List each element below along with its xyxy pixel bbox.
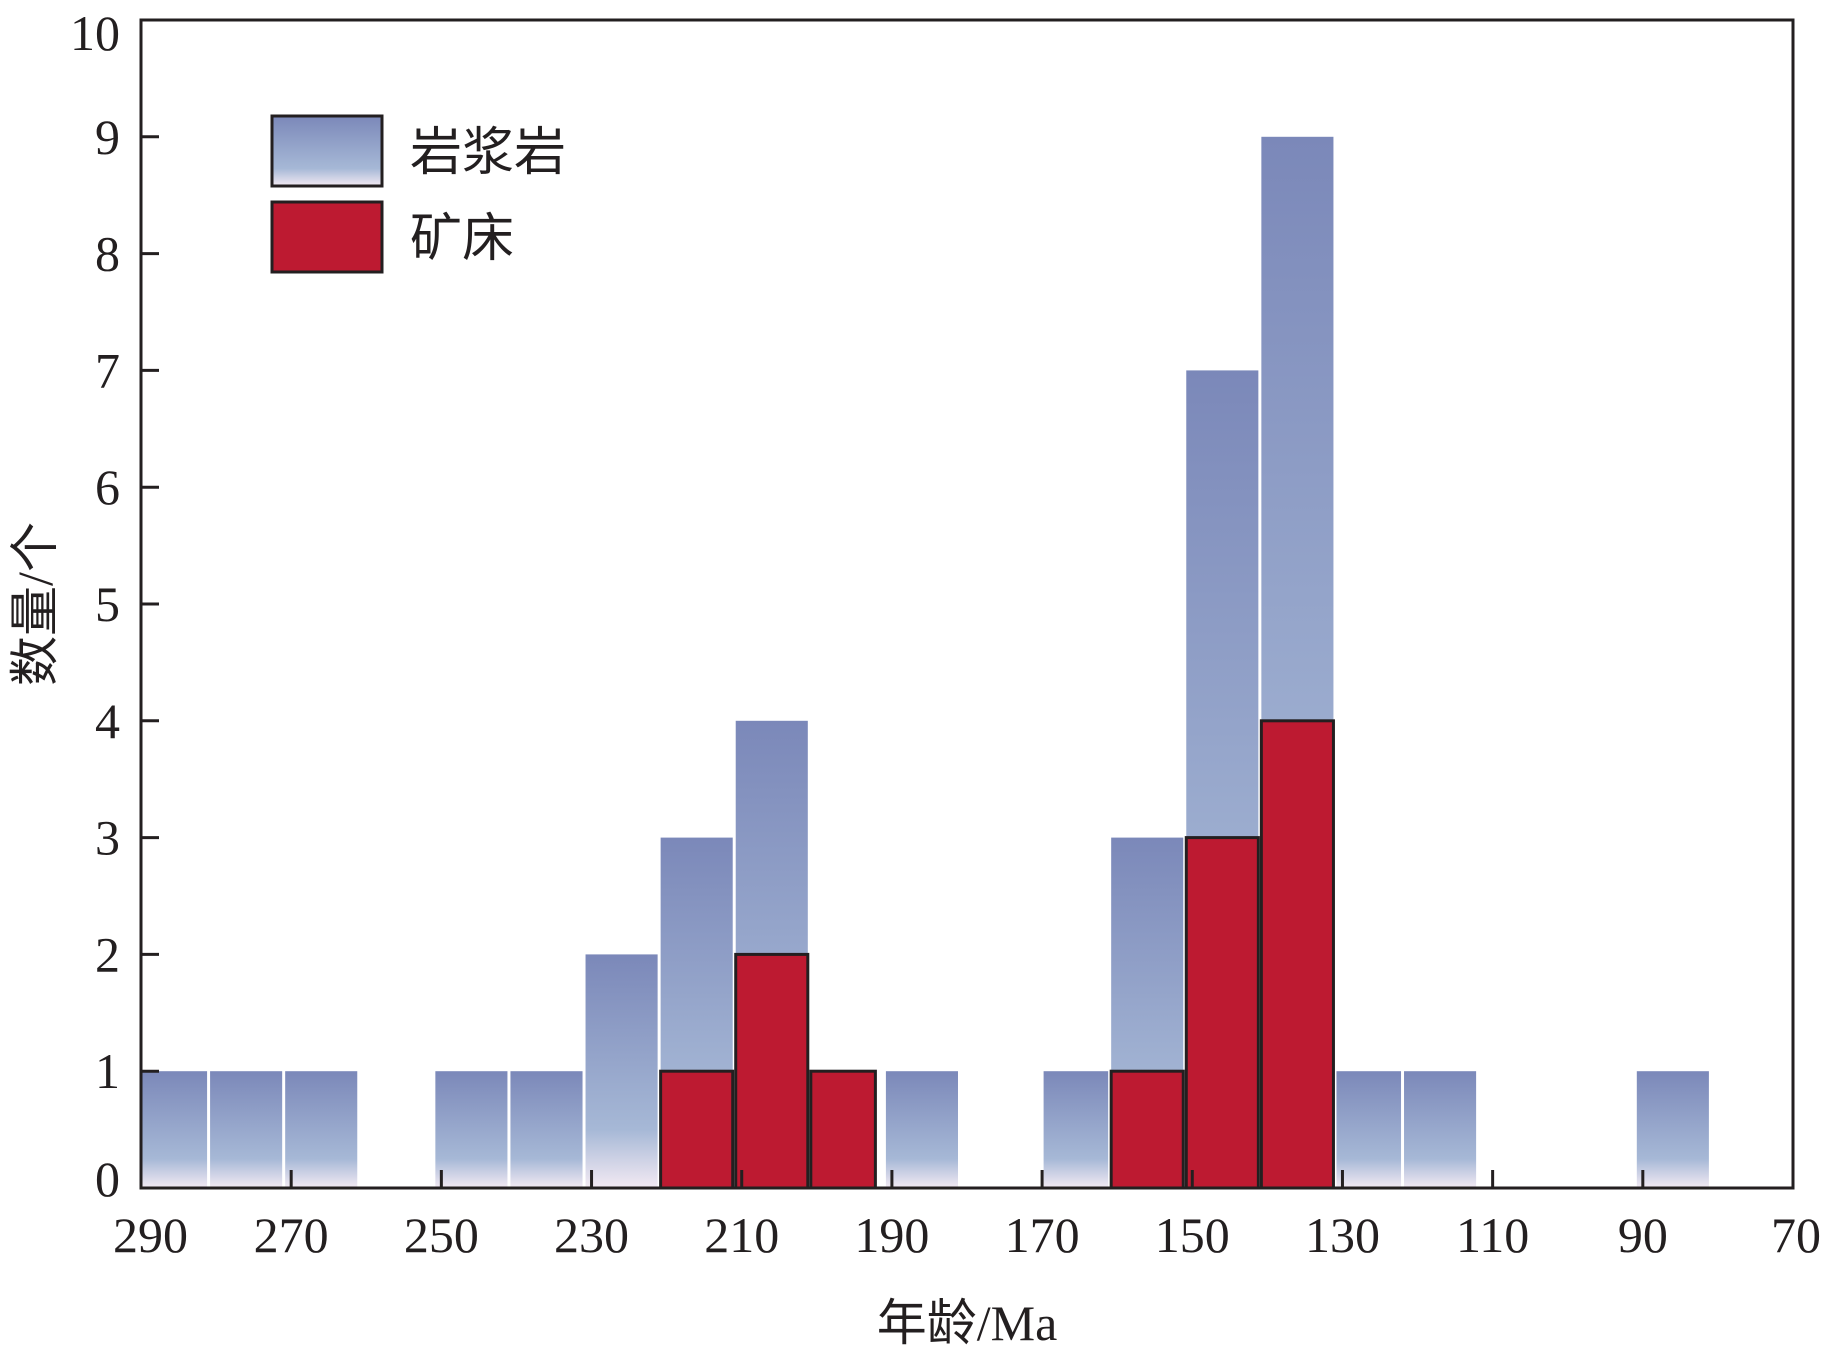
bar-magmatic-1	[210, 1071, 283, 1188]
x-tick-label-9: 110	[1456, 1207, 1529, 1263]
bar-magmatic-0	[142, 1071, 208, 1188]
x-tick-label-11: 70	[1771, 1207, 1821, 1263]
y-tick-label-2: 2	[95, 926, 120, 982]
plot-frame	[139, 18, 1795, 1190]
x-tick-label-0: 290	[113, 1207, 188, 1263]
y-tick-label-7: 7	[95, 342, 120, 398]
y-tick-label-5: 5	[95, 576, 120, 632]
legend-label-magmatic: 岩浆岩	[410, 125, 566, 182]
y-axis-label: 数量/个	[7, 522, 63, 686]
x-tick-label-4: 210	[704, 1207, 779, 1263]
bar-deposit-0	[659, 1069, 735, 1190]
legend-label-deposit: 矿床	[410, 211, 514, 268]
bar-deposit-2	[809, 1069, 877, 1190]
y-tick-label-10: 10	[70, 5, 120, 61]
y-tick-label-8: 8	[95, 226, 120, 282]
deposit-bars	[659, 719, 1335, 1190]
bar-magmatic-14	[1404, 1071, 1477, 1188]
legend: 岩浆岩 矿床	[270, 114, 566, 274]
magmatic-bars	[142, 136, 1709, 1188]
bar-magmatic-13	[1336, 1071, 1402, 1188]
bar-magmatic-15	[1636, 1071, 1709, 1188]
x-tick-label-2: 250	[404, 1207, 479, 1263]
legend-swatch-magmatic	[270, 114, 384, 188]
bar-deposit-3	[1109, 1069, 1185, 1190]
bar-deposit-1	[734, 952, 810, 1190]
bar-magmatic-8	[885, 1071, 958, 1188]
x-tick-label-5: 190	[854, 1207, 929, 1263]
x-axis-label: 年龄/Ma	[877, 1295, 1058, 1351]
bar-magmatic-9	[1043, 1071, 1109, 1188]
y-axis-ticks: 0 1 2 3 4 5 6 7 8 9 10	[70, 5, 159, 1207]
bar-magmatic-5	[585, 954, 658, 1188]
y-tick-label-3: 3	[95, 810, 120, 866]
y-tick-label-9: 9	[95, 109, 120, 165]
bar-deposit-5	[1259, 719, 1335, 1190]
bar-magmatic-2	[285, 1071, 358, 1188]
y-tick-label-4: 4	[95, 693, 120, 749]
bar-magmatic-4	[510, 1071, 583, 1188]
bar-deposit-4	[1184, 836, 1260, 1190]
x-tick-label-1: 270	[254, 1207, 329, 1263]
x-tick-label-10: 90	[1618, 1207, 1668, 1263]
y-tick-label-6: 6	[95, 459, 120, 515]
y-tick-label-1: 1	[95, 1043, 120, 1099]
x-tick-label-6: 170	[1005, 1207, 1080, 1263]
x-tick-label-7: 150	[1155, 1207, 1230, 1263]
x-axis-ticks: 290 270 250 230 210 190 170 150 130 110 90 70	[113, 1170, 1821, 1263]
bar-magmatic-3	[435, 1071, 508, 1188]
y-tick-label-0: 0	[95, 1151, 120, 1207]
x-tick-label-8: 130	[1305, 1207, 1380, 1263]
legend-swatch-deposit	[270, 200, 384, 274]
x-tick-label-3: 230	[554, 1207, 629, 1263]
